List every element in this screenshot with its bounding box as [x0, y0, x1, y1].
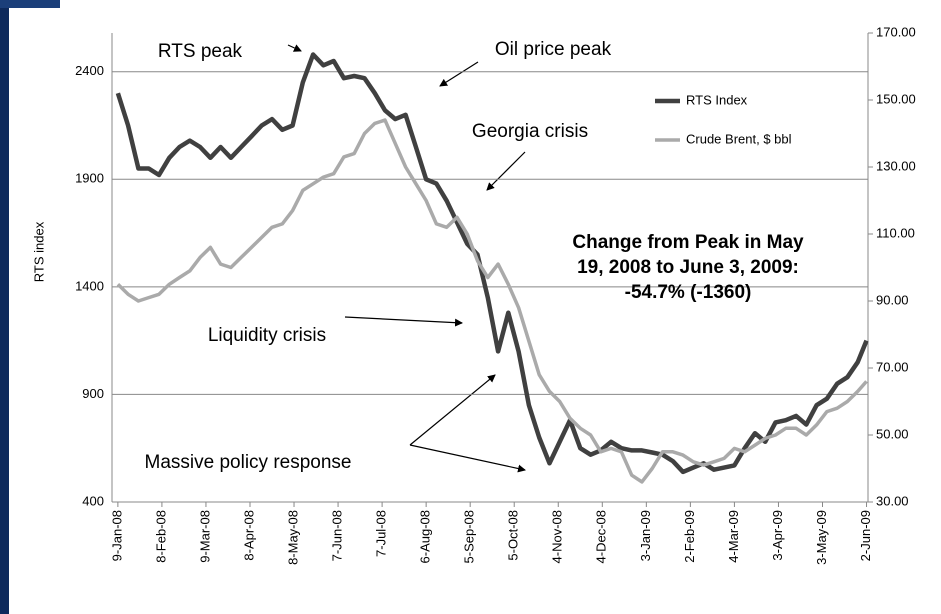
note-line: Change from Peak in May: [572, 232, 804, 253]
arrow: [409, 444, 526, 473]
note-line: 19, 2008 to June 3, 2009:: [577, 257, 799, 278]
x-tick-label: 4-Nov-08: [550, 510, 565, 563]
x-tick-label: 8-Feb-08: [153, 510, 168, 563]
x-tick-label: 5-Oct-08: [506, 510, 521, 561]
annotation: Liquidity crisis: [208, 325, 326, 346]
x-tick-label: 2-Jun-09: [858, 510, 873, 561]
x-tick-label: 9-Mar-08: [197, 510, 212, 563]
x-tick-label: 7-Jun-08: [330, 510, 345, 561]
x-tick-label: 3-May-09: [814, 510, 829, 565]
y2-tick-label: 90.00: [876, 292, 909, 307]
x-tick-label: 8-May-08: [285, 510, 300, 565]
x-tick-label: 7-Jul-08: [374, 510, 389, 557]
arrow: [486, 151, 526, 191]
y-tick-label: 1900: [75, 171, 104, 186]
y2-tick-label: 170.00: [876, 24, 916, 39]
arrow: [344, 316, 463, 327]
x-tick-label: 5-Sep-08: [462, 510, 477, 563]
y2-tick-label: 30.00: [876, 493, 909, 508]
y-tick-label: 400: [82, 493, 104, 508]
y2-tick-label: 70.00: [876, 359, 909, 374]
y-tick-label: 1400: [75, 278, 104, 293]
x-tick-label: 9-Jan-08: [109, 510, 124, 561]
y2-tick-label: 50.00: [876, 426, 909, 441]
annotation: RTS peak: [158, 41, 243, 62]
x-tick-label: 8-Apr-08: [241, 510, 256, 561]
slide-edge: [0, 0, 60, 8]
series-line: [116, 118, 868, 484]
annotation: Georgia crisis: [472, 121, 588, 142]
y-axis-label: RTS index: [31, 221, 46, 282]
x-tick-label: 4-Dec-08: [594, 510, 609, 563]
arrows: [287, 44, 526, 473]
x-tick-label: 3-Jan-09: [638, 510, 653, 561]
legend-label: RTS Index: [686, 92, 748, 107]
slide-edge: [0, 0, 9, 614]
note-line: -54.7% (-1360): [625, 282, 752, 303]
arrow: [439, 61, 479, 87]
x-tick-label: 4-Mar-09: [726, 510, 741, 563]
y2-tick-label: 110.00: [876, 225, 915, 240]
y2-tick-label: 130.00: [876, 158, 916, 173]
arrow: [409, 374, 496, 446]
y-tick-label: 900: [82, 386, 104, 401]
legend-label: Crude Brent, $ bbl: [686, 131, 792, 146]
y-tick-label: 2400: [75, 63, 104, 78]
x-tick-label: 3-Apr-09: [770, 510, 785, 561]
y2-tick-label: 150.00: [876, 91, 916, 106]
annotation: Massive policy response: [145, 452, 352, 473]
x-tick-label: 2-Feb-09: [682, 510, 697, 563]
arrow: [287, 44, 302, 52]
annotation: Oil price peak: [495, 39, 612, 60]
x-tick-label: 6-Aug-08: [418, 510, 433, 563]
